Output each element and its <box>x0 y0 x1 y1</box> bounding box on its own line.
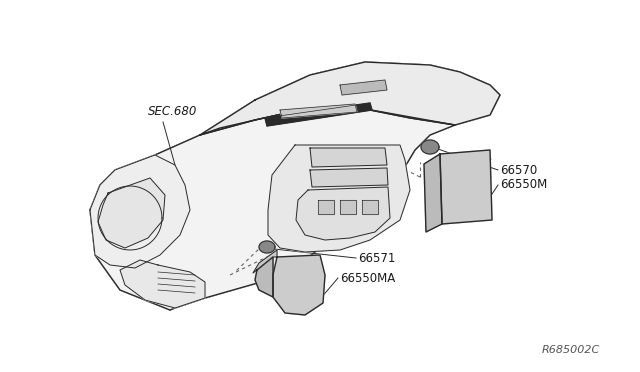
Polygon shape <box>90 108 455 310</box>
Polygon shape <box>280 104 357 118</box>
Polygon shape <box>98 178 165 248</box>
Text: 66550MA: 66550MA <box>340 272 396 285</box>
Text: 66550M: 66550M <box>500 179 547 192</box>
Polygon shape <box>340 200 356 214</box>
Text: 66571: 66571 <box>358 251 396 264</box>
Polygon shape <box>268 145 410 252</box>
Polygon shape <box>318 200 334 214</box>
Polygon shape <box>120 260 205 308</box>
Polygon shape <box>296 187 390 240</box>
Polygon shape <box>273 255 325 315</box>
Polygon shape <box>200 62 500 135</box>
Polygon shape <box>265 103 372 126</box>
Polygon shape <box>90 62 500 310</box>
Polygon shape <box>310 148 387 167</box>
Polygon shape <box>310 168 388 187</box>
Polygon shape <box>440 150 492 224</box>
Polygon shape <box>362 200 378 214</box>
Text: SEC.680: SEC.680 <box>148 105 197 118</box>
Polygon shape <box>253 250 277 273</box>
Polygon shape <box>421 140 439 154</box>
Polygon shape <box>255 257 273 297</box>
Polygon shape <box>424 154 442 232</box>
Text: R685002C: R685002C <box>541 345 600 355</box>
Polygon shape <box>259 241 275 253</box>
Polygon shape <box>90 155 190 268</box>
Polygon shape <box>340 80 387 95</box>
Text: 66570: 66570 <box>500 164 537 176</box>
